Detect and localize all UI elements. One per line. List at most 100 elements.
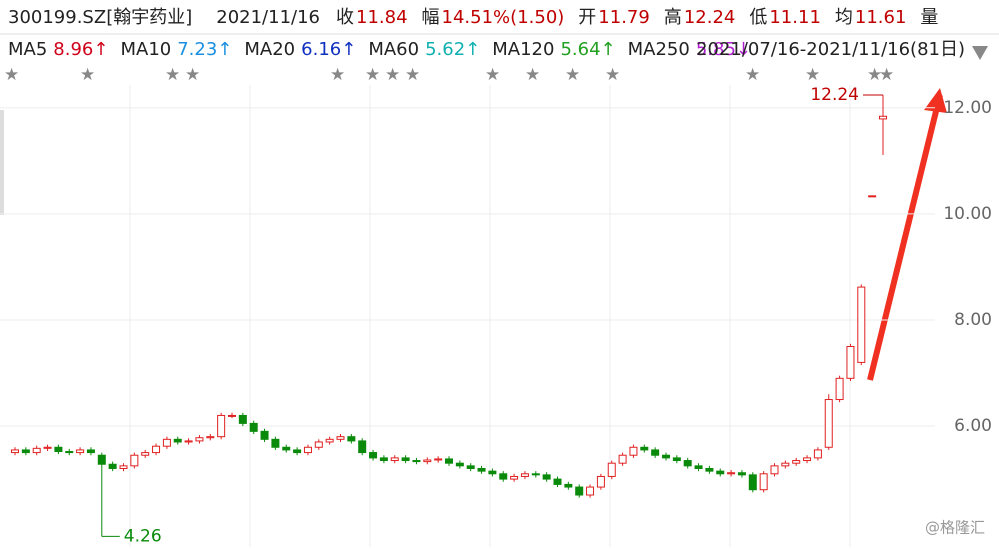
candle-body	[303, 446, 312, 454]
candle-body	[868, 195, 877, 198]
candle-body	[347, 436, 356, 442]
candle-body	[434, 458, 443, 461]
candle-body	[510, 475, 519, 480]
candle-body	[195, 437, 204, 442]
annotation: 4.26	[124, 526, 162, 546]
candle-body	[206, 436, 215, 439]
ma-name: MA5	[8, 39, 47, 60]
candle-body	[607, 462, 616, 477]
candle-body	[694, 465, 703, 469]
svg-text:★: ★	[4, 65, 19, 85]
svg-text:★: ★	[605, 65, 620, 85]
candle-body	[325, 438, 334, 443]
candle-body	[390, 457, 399, 462]
candle-body	[575, 486, 584, 496]
svg-text:★: ★	[365, 65, 380, 85]
candle-body	[879, 115, 887, 120]
candle-body	[238, 414, 247, 424]
candle-body	[477, 467, 486, 472]
candle-body	[358, 440, 367, 454]
header-item: 高	[664, 7, 682, 28]
candle-body	[119, 465, 128, 469]
candle-body	[21, 449, 30, 454]
candle-body	[293, 449, 302, 454]
candle-body	[466, 465, 475, 469]
ma-value: 6.16↑	[301, 39, 356, 60]
candle-body	[423, 459, 432, 463]
candle-body	[445, 458, 453, 464]
scroll-handle	[0, 110, 4, 215]
candle-body	[152, 445, 161, 454]
candle-body	[629, 446, 638, 456]
svg-text:★: ★	[565, 65, 580, 85]
candle-body	[32, 447, 41, 454]
svg-text:★: ★	[879, 65, 894, 85]
candle-body	[835, 377, 844, 401]
candle-body	[282, 446, 291, 451]
header-item: 量	[920, 7, 938, 28]
ma-name: MA250	[628, 39, 690, 60]
candle-body	[683, 460, 692, 467]
candle-body	[54, 446, 63, 453]
candle-body	[228, 414, 236, 417]
ma-name: MA120	[492, 39, 554, 60]
ma-value: 5.85↓	[696, 39, 751, 60]
trend-arrow	[867, 94, 943, 381]
ma-value: 5.64↑	[560, 39, 615, 60]
candle-body	[141, 452, 150, 456]
candle-body	[596, 475, 605, 488]
date-range: 2021/07/16-2021/11/16(81日)	[696, 39, 965, 60]
candle-body	[369, 452, 378, 459]
header-item: 12.24	[684, 7, 736, 28]
y-tick-label: 8.00	[954, 310, 992, 330]
candle-body	[86, 449, 95, 454]
candle-body	[824, 399, 833, 448]
candle-body	[76, 449, 85, 454]
candle-body	[260, 430, 269, 440]
candle-body	[759, 473, 768, 491]
ma-name: MA10	[120, 39, 171, 60]
star-row: ★ ★ ★ ★ ★ ★ ★ ★ ★ ★ ★ ★ ★ ★ ★★	[4, 65, 894, 85]
ma-name: MA20	[244, 39, 295, 60]
candle-body	[249, 422, 258, 432]
candle-body	[162, 438, 171, 447]
svg-text:★: ★	[185, 65, 200, 85]
ma-name: MA60	[368, 39, 419, 60]
trend-arrow-head	[924, 88, 947, 113]
candle-body	[564, 483, 573, 488]
header-item: 11.84	[356, 7, 408, 28]
candle-body	[97, 454, 106, 465]
svg-text:★: ★	[405, 65, 420, 85]
candle-body	[618, 454, 627, 464]
y-tick-label: 6.00	[954, 416, 992, 436]
candle-body	[11, 449, 19, 454]
candle-body	[727, 472, 736, 475]
candle-body	[781, 462, 790, 467]
svg-text:★: ★	[867, 65, 882, 85]
annotation: 12.24	[810, 85, 859, 105]
ma-value: 5.62↑	[425, 39, 480, 60]
candle-body	[499, 473, 508, 480]
header-item: 收	[336, 7, 354, 28]
y-tick-label: 10.00	[943, 204, 992, 224]
candle-body	[651, 449, 660, 456]
candle-body	[803, 457, 812, 462]
header-item: 11.11	[769, 7, 821, 28]
candle-body	[531, 473, 540, 476]
candle-body	[488, 470, 497, 475]
candle-body	[672, 457, 681, 462]
candle-body	[43, 446, 52, 449]
candle-body	[716, 470, 725, 475]
svg-text:★: ★	[385, 65, 400, 85]
svg-text:★: ★	[525, 65, 540, 85]
candle-body	[846, 345, 855, 379]
svg-text:★: ★	[485, 65, 500, 85]
candle-body	[108, 463, 117, 469]
watermark: @格隆汇	[925, 519, 985, 537]
candle-body	[173, 438, 182, 443]
header-item: 均	[835, 7, 853, 28]
candle-body	[379, 457, 388, 462]
candle-body	[586, 486, 595, 496]
dropdown-arrow[interactable]	[972, 46, 988, 60]
